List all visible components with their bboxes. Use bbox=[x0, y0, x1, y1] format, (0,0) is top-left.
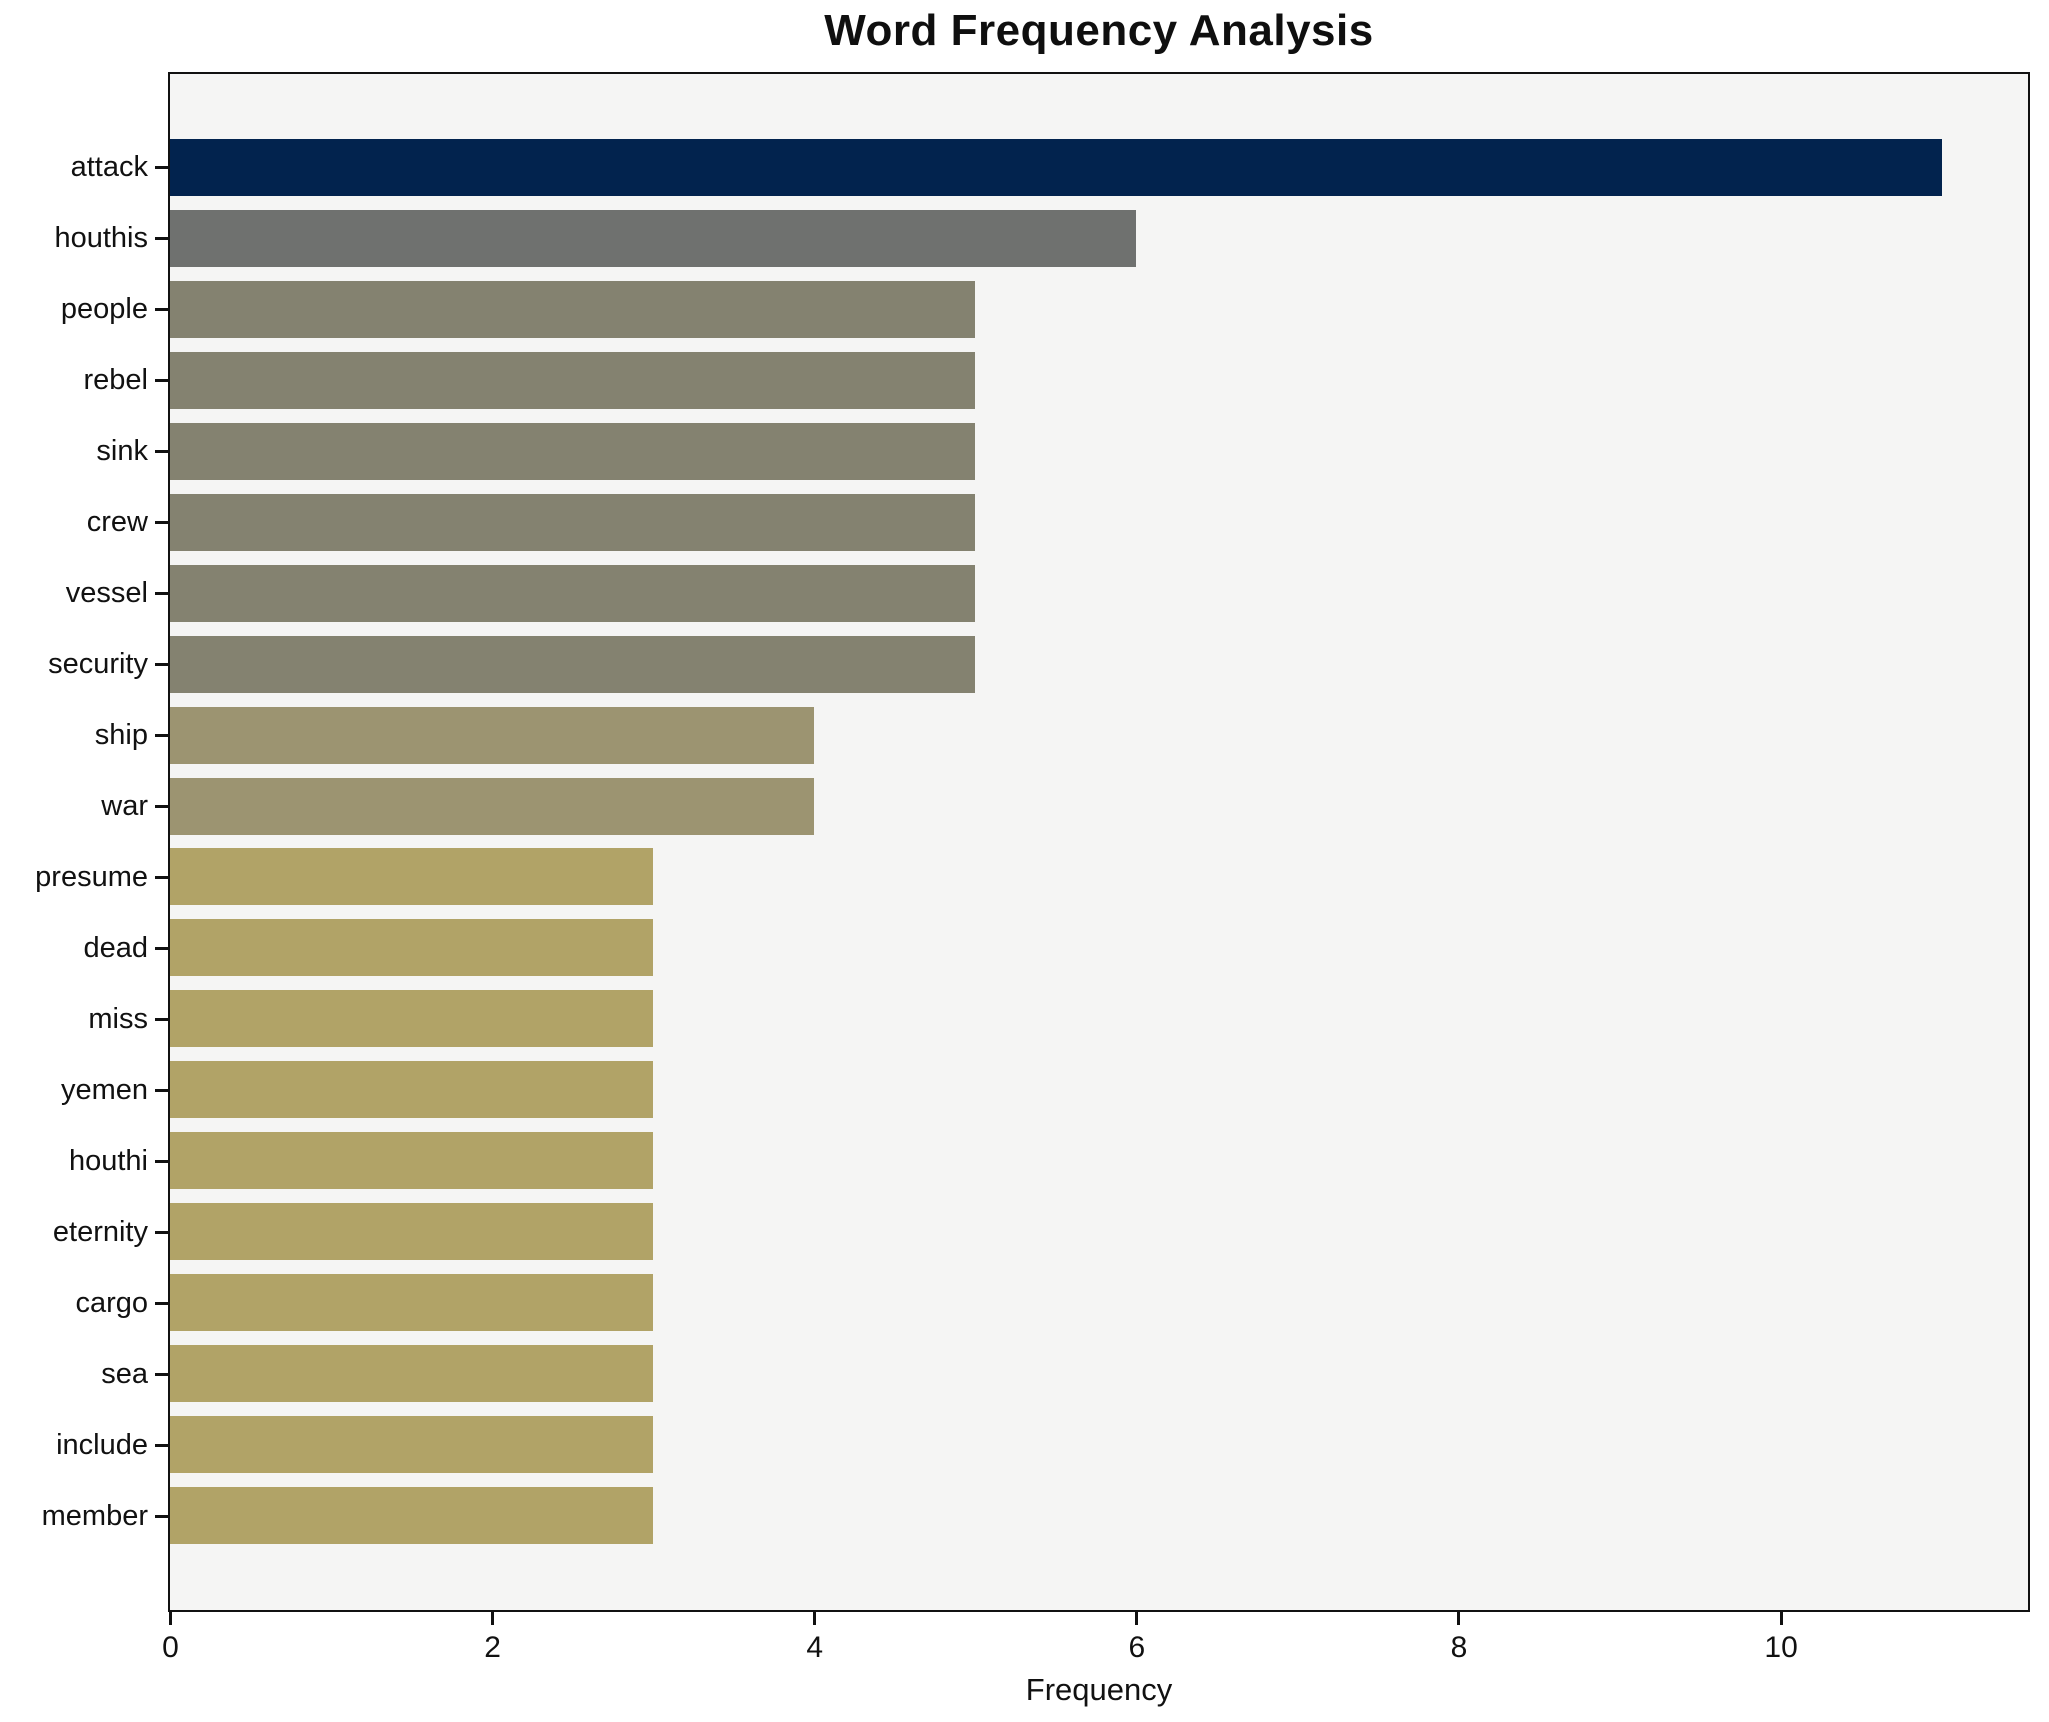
y-tick-label-sink: sink bbox=[96, 435, 148, 468]
y-tick-mark bbox=[155, 734, 168, 738]
y-tick-mark bbox=[155, 1443, 168, 1447]
y-tick-mark bbox=[155, 592, 168, 596]
bar-miss bbox=[170, 990, 654, 1048]
bar-sea bbox=[170, 1345, 654, 1403]
x-tick-mark bbox=[169, 1612, 172, 1625]
bar-crew bbox=[170, 493, 976, 551]
y-tick-label-people: people bbox=[60, 293, 148, 326]
y-tick-label-war: war bbox=[101, 790, 148, 823]
bar-houthi bbox=[170, 1132, 654, 1190]
y-tick-mark bbox=[155, 1372, 168, 1376]
y-tick-label-eternity: eternity bbox=[52, 1215, 148, 1248]
y-tick-label-member: member bbox=[41, 1499, 148, 1532]
bar-member bbox=[170, 1487, 654, 1545]
y-tick-label-crew: crew bbox=[86, 506, 148, 539]
bar-houthis bbox=[170, 209, 1137, 267]
x-tick-label-8: 8 bbox=[1450, 1631, 1468, 1664]
y-tick-label-attack: attack bbox=[70, 151, 148, 184]
plot-area bbox=[168, 72, 2030, 1612]
y-tick-mark bbox=[155, 875, 168, 879]
x-tick-mark bbox=[813, 1612, 817, 1625]
y-tick-label-presume: presume bbox=[35, 860, 148, 893]
x-tick-label-2: 2 bbox=[484, 1631, 501, 1664]
bar-cargo bbox=[170, 1274, 654, 1332]
bar-ship bbox=[170, 706, 815, 764]
bar-eternity bbox=[170, 1203, 654, 1261]
y-tick-mark bbox=[155, 237, 168, 241]
y-tick-label-houthis: houthis bbox=[54, 222, 148, 255]
y-tick-label-ship: ship bbox=[94, 719, 148, 752]
x-tick-mark bbox=[491, 1612, 495, 1625]
y-tick-mark bbox=[155, 1088, 168, 1092]
x-axis-label: Frequency bbox=[1025, 1672, 1173, 1707]
x-tick-mark bbox=[1135, 1612, 1139, 1625]
y-tick-label-include: include bbox=[56, 1428, 148, 1461]
y-tick-mark bbox=[155, 1159, 168, 1163]
bar-security bbox=[170, 635, 976, 693]
chart-title: Word Frequency Analysis bbox=[824, 6, 1374, 55]
y-tick-label-cargo: cargo bbox=[75, 1286, 148, 1319]
bar-rebel bbox=[170, 351, 976, 409]
y-tick-mark bbox=[155, 946, 168, 950]
bar-people bbox=[170, 280, 976, 338]
bar-attack bbox=[170, 138, 1942, 196]
x-tick-mark bbox=[1779, 1612, 1783, 1625]
y-tick-mark bbox=[155, 1301, 168, 1305]
y-tick-mark bbox=[155, 1230, 168, 1234]
y-tick-mark bbox=[155, 166, 168, 170]
x-tick-mark bbox=[1457, 1612, 1461, 1625]
x-tick-label-4: 4 bbox=[806, 1631, 824, 1664]
y-tick-mark bbox=[155, 663, 168, 667]
y-tick-mark bbox=[155, 379, 168, 383]
bar-vessel bbox=[170, 564, 976, 622]
y-tick-mark bbox=[155, 805, 168, 809]
x-tick-label-10: 10 bbox=[1764, 1631, 1798, 1664]
y-tick-mark bbox=[155, 1017, 168, 1021]
bar-dead bbox=[170, 919, 654, 977]
y-tick-label-rebel: rebel bbox=[83, 364, 149, 397]
y-tick-mark bbox=[155, 308, 168, 312]
y-tick-label-dead: dead bbox=[83, 931, 148, 964]
y-tick-label-security: security bbox=[48, 648, 148, 681]
y-tick-label-yemen: yemen bbox=[60, 1073, 148, 1106]
x-tick-label-0: 0 bbox=[162, 1631, 179, 1664]
y-tick-label-houthi: houthi bbox=[68, 1144, 148, 1177]
y-tick-mark bbox=[155, 521, 168, 525]
y-tick-mark bbox=[155, 1514, 168, 1518]
x-tick-label-6: 6 bbox=[1128, 1631, 1146, 1664]
bar-yemen bbox=[170, 1061, 654, 1119]
y-tick-label-miss: miss bbox=[88, 1002, 148, 1035]
bar-include bbox=[170, 1416, 654, 1474]
y-tick-mark bbox=[155, 450, 168, 454]
bar-presume bbox=[170, 848, 654, 906]
y-tick-label-sea: sea bbox=[101, 1357, 148, 1390]
bar-war bbox=[170, 777, 815, 835]
y-tick-label-vessel: vessel bbox=[65, 577, 148, 610]
bar-sink bbox=[170, 422, 976, 480]
